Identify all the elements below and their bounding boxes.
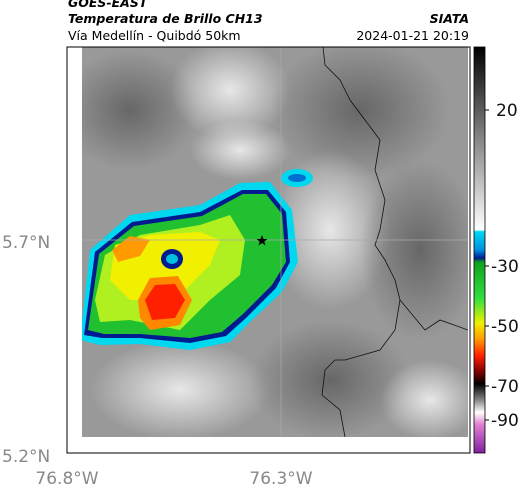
subtitle: Vía Medellín - Quibdó 50km: [68, 28, 241, 43]
lon-label: 76.3°W: [249, 469, 312, 489]
colorbar-label: -50: [491, 317, 519, 337]
lon-label: 76.8°W: [35, 469, 98, 489]
lat-label: 5.2°N: [2, 447, 50, 467]
colorbar-label: 20: [496, 101, 518, 121]
title: Temperatura de Brillo CH13: [68, 11, 263, 26]
map-frame: [66, 46, 471, 454]
satellite: GOES-EAST: [68, 0, 149, 10]
colorbar-label: -90: [491, 411, 519, 431]
colorbar-ticks: [485, 109, 489, 421]
colorbar-label: -30: [491, 257, 519, 277]
source: SIATA: [430, 11, 469, 26]
datetime: 2024-01-21 20:19: [356, 28, 469, 43]
satellite-image: [82, 47, 468, 437]
lat-label: 5.7°N: [2, 233, 50, 253]
colorbar: [473, 46, 486, 454]
colorbar-label: -70: [491, 377, 519, 397]
